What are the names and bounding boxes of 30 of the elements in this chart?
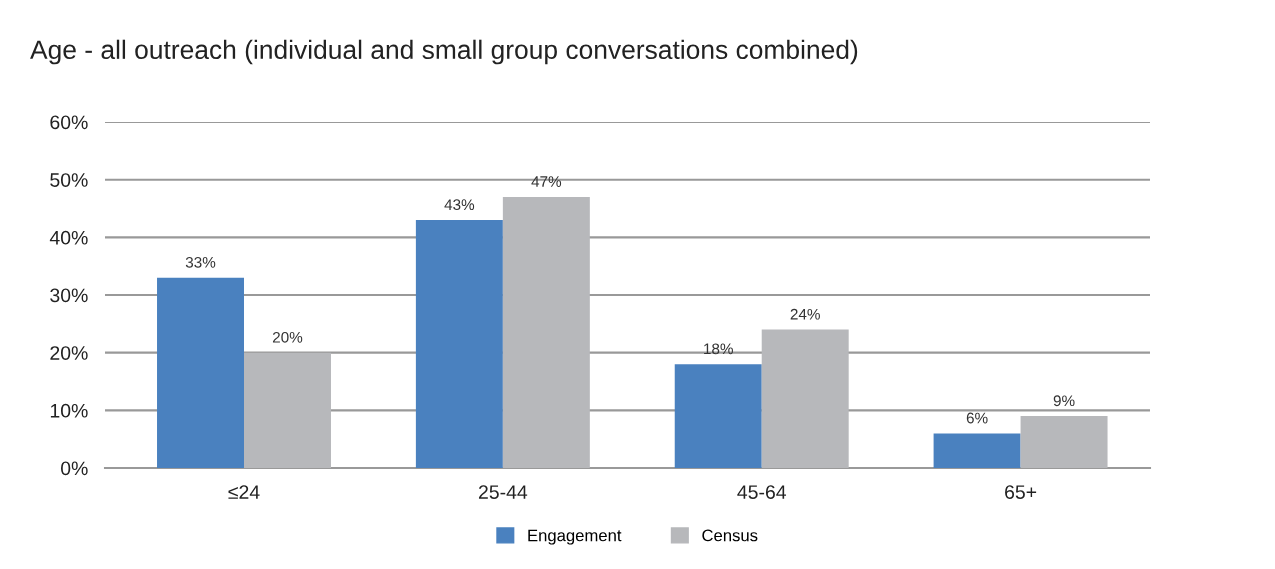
legend-label: Engagement — [528, 529, 622, 545]
chart-title: Age - all outreach (individual and small group conversations combined) — [30, 39, 858, 65]
bar — [674, 364, 762, 468]
data-label: 43% — [444, 199, 475, 211]
bar — [157, 277, 245, 468]
legend-label: Census — [702, 529, 758, 542]
data-label: 33% — [185, 256, 216, 268]
bar — [1020, 416, 1108, 468]
bar — [933, 433, 1021, 468]
x-tick-label: ≤24 — [228, 485, 260, 499]
bar — [502, 196, 590, 468]
bar — [761, 329, 849, 468]
data-label: 18% — [704, 343, 733, 355]
y-tick-label: 0% — [60, 461, 88, 476]
x-tick-label: 25-44 — [478, 485, 528, 499]
y-tick-label: 30% — [50, 288, 88, 303]
y-tick-label: 40% — [49, 230, 88, 245]
y-tick-label: 20% — [50, 346, 88, 360]
data-label: 47% — [531, 176, 562, 187]
bar — [415, 220, 503, 468]
y-tick-label: 50% — [50, 173, 88, 187]
y-tick-label: 10% — [50, 403, 88, 418]
x-tick-label: 65+ — [1005, 485, 1037, 499]
data-label: 6% — [966, 412, 988, 424]
data-label: 20% — [272, 331, 303, 343]
data-label: 9% — [1053, 395, 1075, 407]
y-tick-label: 60% — [50, 115, 88, 130]
x-tick-label: 45-64 — [737, 485, 787, 499]
data-label: 24% — [790, 308, 820, 320]
bar — [244, 352, 331, 468]
